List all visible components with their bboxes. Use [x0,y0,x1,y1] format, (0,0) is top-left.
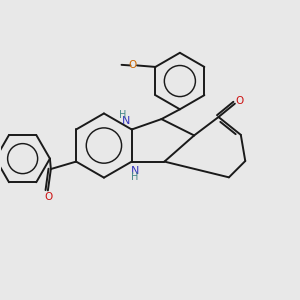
Text: N: N [122,116,130,126]
Text: H: H [118,110,126,120]
Text: O: O [128,60,137,70]
Text: O: O [45,192,53,202]
Text: O: O [236,96,244,106]
Text: H: H [131,172,138,182]
Text: N: N [130,166,139,176]
